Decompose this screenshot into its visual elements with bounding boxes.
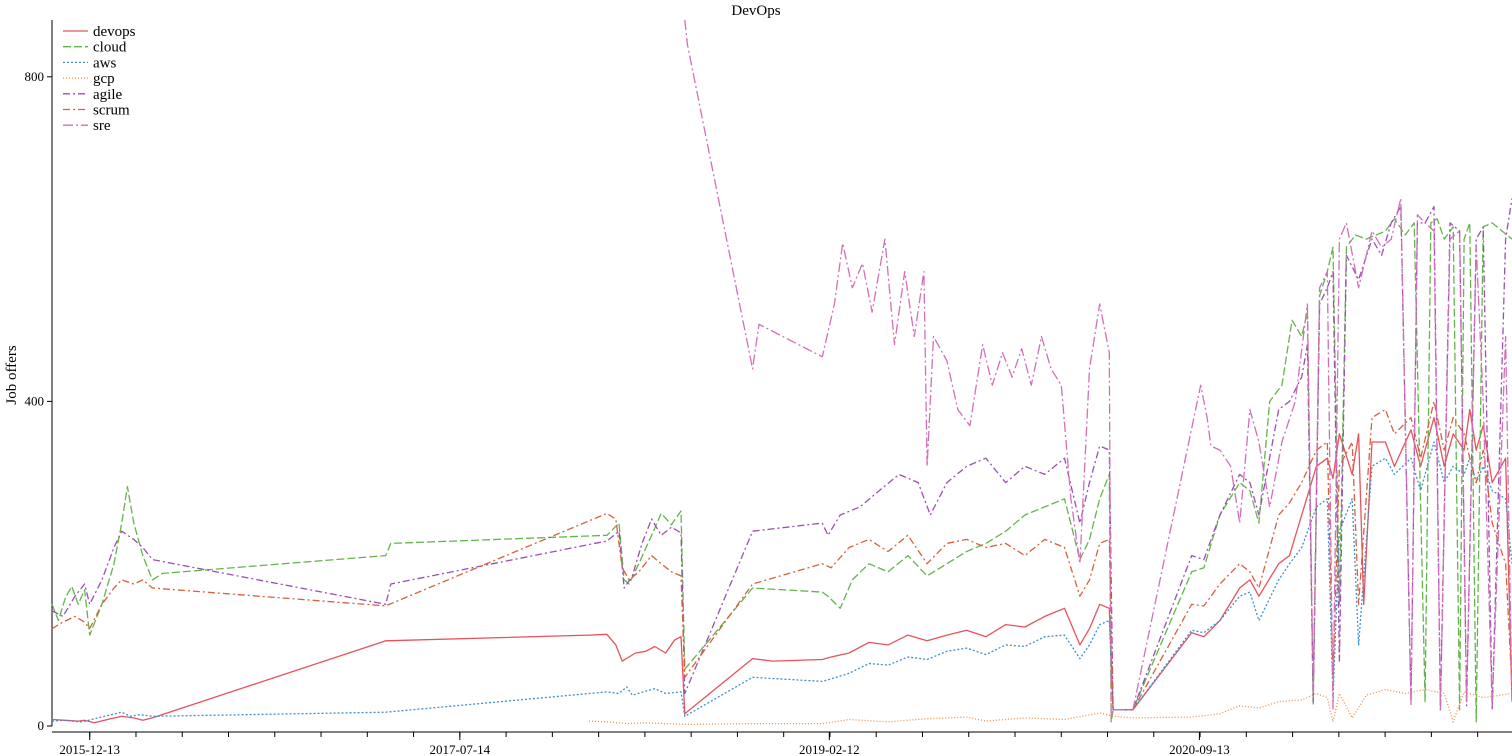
y-axis-label: Job offers xyxy=(4,345,20,404)
legend-label-aws: aws xyxy=(93,55,116,71)
plot-area xyxy=(51,19,1512,726)
series-line-aws xyxy=(51,441,1512,723)
x-axis: 2015-12-13 2017-07-14 2019-02-12 2020-09-13 xyxy=(52,731,1512,756)
series-line-scrum xyxy=(51,400,1512,711)
legend-label-scrum: scrum xyxy=(93,103,130,119)
series-line-sre xyxy=(684,19,1512,719)
series-line-devops xyxy=(51,408,1512,724)
legend-label-sre: sre xyxy=(93,118,111,134)
legend-label-gcp: gcp xyxy=(93,71,115,87)
legend-label-agile: agile xyxy=(93,87,122,103)
y-tick-label: 400 xyxy=(25,393,45,408)
legend-label-devops: devops xyxy=(93,24,136,40)
y-tick-label: 0 xyxy=(38,718,45,733)
chart-title: DevOps xyxy=(731,3,780,19)
y-tick-label: 800 xyxy=(25,69,45,84)
series-line-gcp xyxy=(588,688,1512,726)
x-tick-label: 2017-07-14 xyxy=(429,742,490,756)
x-tick-label: 2015-12-13 xyxy=(59,742,120,756)
x-tick-label: 2020-09-13 xyxy=(1169,742,1230,756)
y-axis: 0 400 800 xyxy=(25,20,53,733)
series-line-agile xyxy=(51,198,1512,711)
x-tick-label: 2019-02-12 xyxy=(799,742,860,756)
series-line-cloud xyxy=(51,218,1512,723)
legend-label-cloud: cloud xyxy=(93,40,127,56)
